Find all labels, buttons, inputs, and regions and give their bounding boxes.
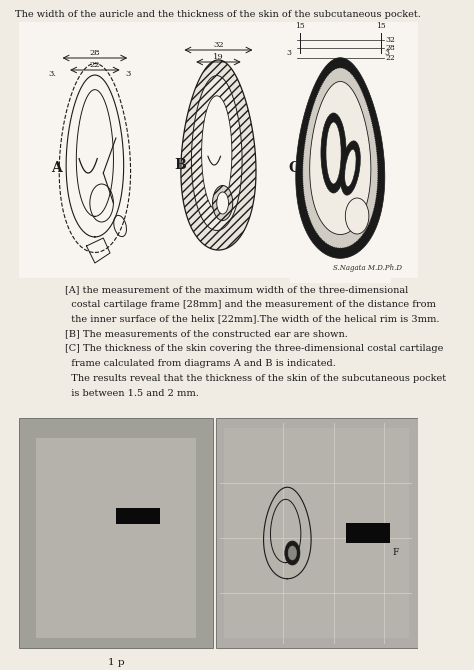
Text: 3: 3 [125, 70, 130, 78]
Ellipse shape [288, 546, 297, 560]
Polygon shape [191, 76, 242, 230]
Bar [290, 33, 391, 283]
Bar [224, 428, 409, 638]
Bar [19, 22, 418, 278]
Text: S.Nagata M.D.Ph.D: S.Nagata M.D.Ph.D [333, 264, 401, 272]
Text: frame calculated from diagrams A and B is indicated.: frame calculated from diagrams A and B i… [65, 359, 337, 368]
Text: A: A [51, 161, 62, 175]
Bar [176, 43, 260, 268]
Ellipse shape [217, 192, 228, 214]
Text: 1 p: 1 p [108, 658, 124, 667]
Bar [216, 418, 418, 648]
Ellipse shape [321, 113, 346, 193]
Text: 15: 15 [295, 22, 305, 30]
Bar [53, 46, 137, 271]
Text: [C] The thickness of the skin covering the three-dimensional costal cartilage: [C] The thickness of the skin covering t… [65, 344, 444, 353]
Text: 28: 28 [90, 49, 100, 57]
Text: is between 1.5 and 2 mm.: is between 1.5 and 2 mm. [65, 389, 200, 397]
Bar [346, 523, 390, 543]
Ellipse shape [346, 198, 369, 234]
Text: 3: 3 [287, 49, 292, 57]
Text: 3.: 3. [48, 70, 56, 78]
Text: [B] The measurements of the constructed ear are shown.: [B] The measurements of the constructed … [65, 330, 348, 338]
Polygon shape [296, 58, 385, 259]
Text: 3: 3 [384, 49, 389, 57]
Text: 15: 15 [376, 22, 385, 30]
Ellipse shape [212, 186, 233, 220]
Text: The width of the auricle and the thickness of the skin of the subcutaneous pocke: The width of the auricle and the thickne… [16, 10, 421, 19]
Text: B: B [175, 158, 186, 172]
Polygon shape [181, 60, 256, 250]
Text: The results reveal that the thickness of the skin of the subcutaneous pocket: The results reveal that the thickness of… [65, 374, 447, 383]
Text: the inner surface of the helix [22mm].The width of the helical rim is 3mm.: the inner surface of the helix [22mm].Th… [65, 315, 440, 324]
Bar [36, 438, 196, 638]
Text: 28: 28 [386, 44, 395, 52]
Text: [A] the measurement of the maximum width of the three-dimensional: [A] the measurement of the maximum width… [65, 285, 409, 294]
Ellipse shape [345, 149, 356, 187]
Text: 32: 32 [386, 36, 395, 44]
Ellipse shape [326, 122, 341, 184]
Text: 32: 32 [213, 41, 224, 49]
Polygon shape [310, 82, 371, 234]
Text: 22: 22 [90, 61, 100, 69]
Text: costal cartilage frame [28mm] and the measurement of the distance from: costal cartilage frame [28mm] and the me… [65, 299, 437, 309]
Text: C: C [288, 161, 299, 175]
Polygon shape [201, 96, 232, 210]
Bar [19, 418, 212, 648]
Polygon shape [303, 68, 378, 248]
Text: 22: 22 [386, 54, 395, 62]
Ellipse shape [340, 141, 360, 195]
Text: 19: 19 [213, 53, 224, 61]
Ellipse shape [285, 541, 300, 565]
Text: F: F [392, 548, 399, 557]
Bar [116, 508, 160, 524]
